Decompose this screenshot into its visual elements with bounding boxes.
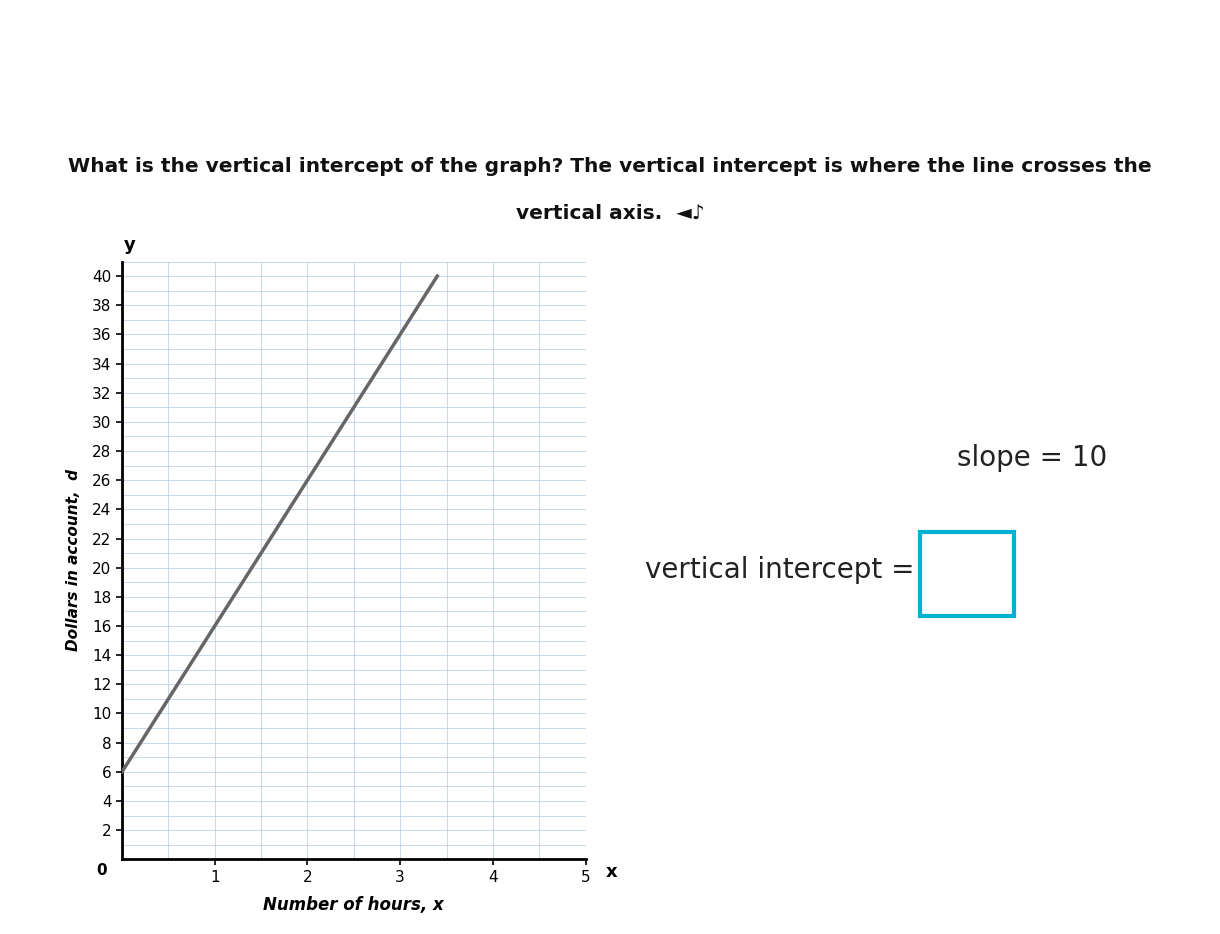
Text: 0: 0 <box>96 863 107 879</box>
FancyBboxPatch shape <box>920 532 1014 616</box>
Text: slope = 10: slope = 10 <box>956 444 1107 472</box>
Text: vertical axis.  ◄♪: vertical axis. ◄♪ <box>516 205 704 223</box>
Text: x: x <box>606 863 617 882</box>
Text: What is the vertical intercept of the graph? The vertical intercept is where the: What is the vertical intercept of the gr… <box>68 158 1152 177</box>
X-axis label: Number of hours, x: Number of hours, x <box>264 896 444 913</box>
Y-axis label: Dollars in account,  d: Dollars in account, d <box>66 470 81 651</box>
Text: y: y <box>123 236 135 254</box>
Text: Crystal starts with 6 dollars in her bank account. She earns 10 dollars per hour: Crystal starts with 6 dollars in her ban… <box>20 35 1200 78</box>
Text: vertical intercept =: vertical intercept = <box>645 556 915 584</box>
